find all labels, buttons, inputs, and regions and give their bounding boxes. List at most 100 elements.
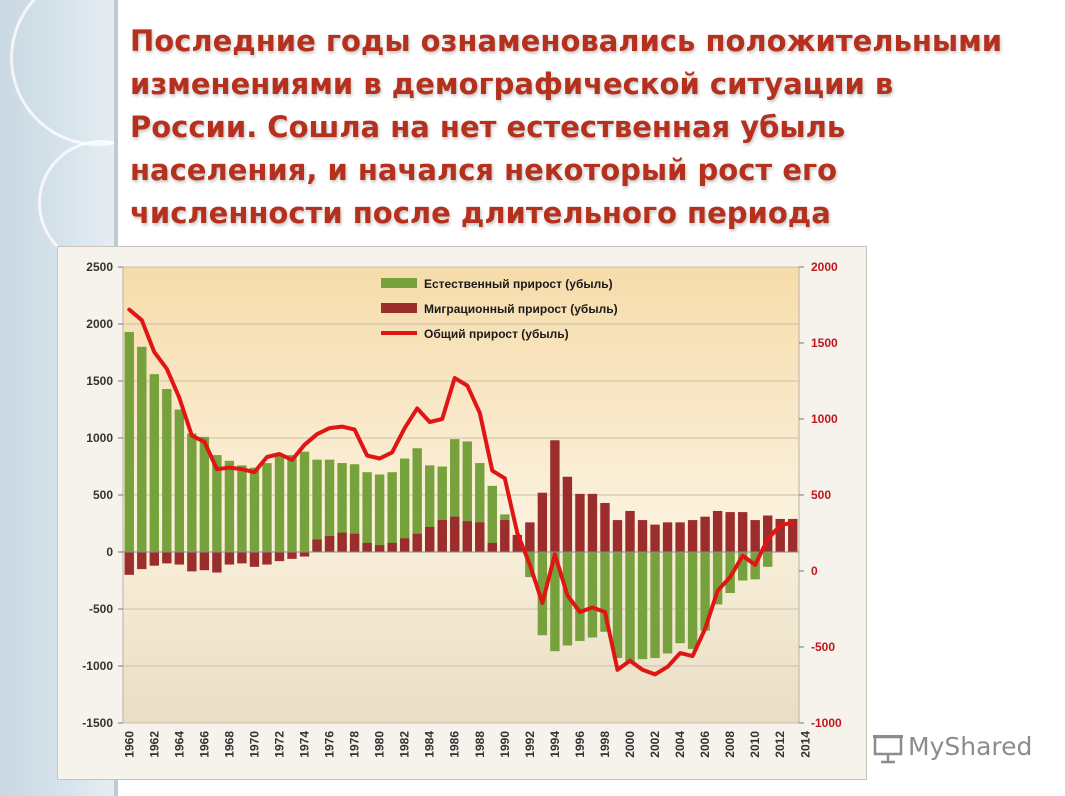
natural-growth-bar: [763, 552, 773, 567]
natural-growth-bar: [137, 346, 147, 552]
migration-growth-bar: [625, 510, 635, 552]
left-axis-tick-label: -1500: [82, 716, 113, 730]
x-axis-tick-label: 1962: [147, 731, 161, 758]
x-axis-tick-label: 1998: [598, 731, 612, 758]
natural-growth-bar: [399, 458, 410, 552]
natural-growth-bar: [249, 467, 260, 552]
migration-growth-bar: [763, 515, 773, 552]
migration-growth-bar: [500, 520, 510, 552]
x-axis-tick-label: 1972: [273, 731, 287, 758]
natural-growth-bar: [162, 388, 172, 552]
left-axis-tick-label: 500: [93, 488, 113, 502]
migration-growth-bar: [124, 552, 134, 575]
legend-label-migration: Миграционный прирост (убыль): [424, 302, 618, 316]
watermark: MyShared: [872, 730, 1062, 770]
natural-growth-bar: [650, 552, 660, 659]
migration-growth-bar: [399, 538, 410, 552]
natural-growth-bar: [537, 552, 548, 636]
natural-growth-bar: [199, 436, 210, 552]
migration-growth-bar: [462, 521, 472, 552]
natural-growth-bar: [437, 466, 447, 552]
natural-growth-bar: [262, 463, 272, 552]
x-axis-tick-label: 1992: [523, 731, 537, 758]
migration-growth-bar: [562, 476, 573, 552]
migration-growth-bar: [187, 552, 197, 572]
natural-growth-bar: [312, 459, 322, 552]
left-axis-tick-label: 1500: [86, 374, 113, 388]
migration-growth-bar: [725, 512, 735, 552]
natural-growth-bar: [212, 455, 222, 552]
migration-growth-bar: [374, 545, 385, 552]
x-axis-tick-label: 1960: [122, 731, 136, 758]
left-axis-tick-label: 2500: [86, 260, 113, 274]
right-axis-tick-label: 2000: [811, 260, 838, 274]
migration-growth-bar: [162, 552, 172, 564]
x-axis-tick-label: 1968: [222, 731, 236, 758]
natural-growth-bar: [237, 465, 247, 552]
x-axis-tick-label: 1996: [573, 731, 587, 758]
migration-growth-bar: [425, 526, 435, 552]
x-axis-tick-label: 2008: [723, 731, 737, 758]
x-axis-tick-label: 1964: [172, 731, 186, 758]
migration-growth-bar: [337, 532, 347, 552]
natural-growth-bar: [299, 451, 310, 552]
migration-growth-bar: [212, 552, 222, 573]
migration-growth-bar: [287, 552, 297, 559]
natural-growth-bar: [462, 441, 472, 552]
left-axis-tick-label: -500: [89, 602, 113, 616]
migration-growth-bar: [687, 520, 698, 552]
migration-growth-bar: [637, 520, 648, 552]
natural-growth-bar: [712, 552, 723, 605]
natural-growth-bar: [612, 552, 623, 659]
x-axis-tick-label: 1980: [373, 731, 387, 758]
right-axis-tick-label: 0: [811, 564, 818, 578]
x-axis-tick-label: 1966: [197, 731, 211, 758]
migration-growth-bar: [512, 534, 523, 552]
migration-growth-bar: [249, 552, 260, 567]
right-axis-tick-label: 1000: [811, 412, 838, 426]
natural-growth-bar: [562, 552, 573, 646]
natural-growth-bar: [337, 463, 347, 552]
migration-growth-bar: [274, 552, 285, 562]
x-axis-tick-label: 2004: [673, 731, 687, 758]
migration-growth-bar: [475, 522, 485, 552]
migration-growth-bar: [450, 516, 460, 552]
natural-growth-bar: [475, 463, 485, 552]
total-growth-line: [127, 307, 795, 677]
migration-growth-bar: [737, 512, 748, 552]
watermark-text: MyShared: [908, 732, 1033, 761]
natural-growth-bar: [737, 552, 748, 581]
natural-growth-bar: [600, 552, 610, 632]
x-axis-tick-label: 1976: [323, 731, 337, 758]
x-axis-tick-label: 1982: [398, 731, 412, 758]
natural-growth-bar: [487, 485, 497, 552]
migration-growth-bar: [412, 533, 422, 552]
legend-label-natural: Естественный прирост (убыль): [424, 277, 613, 291]
migration-growth-bar: [612, 520, 623, 552]
natural-growth-bar: [412, 448, 422, 552]
natural-growth-bar: [662, 552, 673, 654]
x-axis-tick-label: 1974: [298, 731, 312, 758]
natural-growth-bar: [450, 439, 460, 552]
migration-growth-bar: [750, 520, 760, 552]
x-axis-tick-label: 2002: [648, 731, 662, 758]
natural-growth-bar: [675, 552, 685, 644]
natural-growth-bar: [637, 552, 648, 660]
migration-growth-bar: [362, 542, 372, 552]
migration-growth-bar: [525, 522, 535, 552]
x-axis-tick-label: 2010: [748, 731, 762, 758]
x-axis-tick-label: 1978: [348, 731, 362, 758]
migration-growth-bar: [312, 539, 322, 552]
presentation-board-icon: [873, 735, 903, 764]
natural-growth-bar: [387, 472, 397, 552]
migration-growth-bar: [662, 522, 673, 552]
migration-growth-bar: [650, 524, 660, 552]
migration-growth-bar: [262, 552, 272, 565]
migration-growth-bar: [199, 552, 210, 571]
chart-frame: 2500 2000 1500 1000 500 0 -500 -1000 -1500 2000 1…: [57, 246, 867, 780]
x-axis-tick-label: 1990: [498, 731, 512, 758]
natural-growth-bar: [274, 455, 285, 552]
x-axis-tick-label: 1994: [548, 731, 562, 758]
right-axis-tick-label: 500: [811, 488, 831, 502]
migration-growth-bar: [487, 542, 497, 552]
